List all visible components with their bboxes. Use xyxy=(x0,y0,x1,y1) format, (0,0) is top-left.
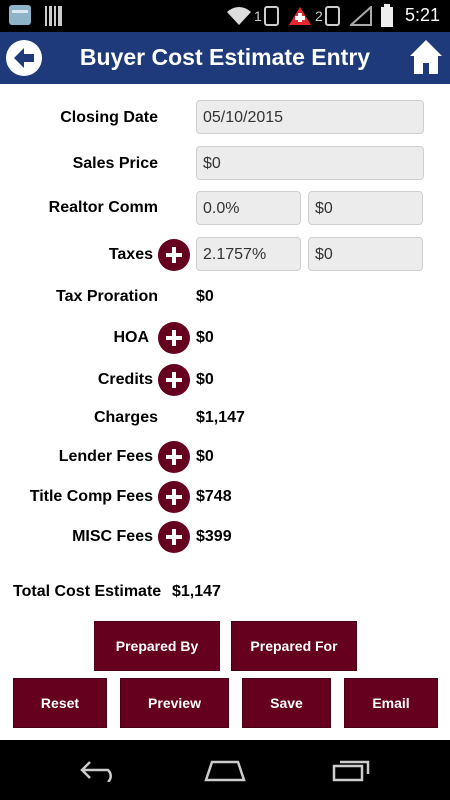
app-bar: Buyer Cost Estimate Entry xyxy=(0,32,450,84)
taxes-percent-field[interactable]: 2.1757% xyxy=(196,237,301,271)
tax-proration-value: $0 xyxy=(196,288,214,305)
misc-fees-label: MISC Fees xyxy=(72,528,153,545)
home-icon xyxy=(410,40,442,74)
hoa-label: HOA xyxy=(113,329,149,346)
hoa-add-button[interactable] xyxy=(158,322,190,354)
gallery-notification-icon xyxy=(9,5,31,25)
recent-apps-icon[interactable] xyxy=(330,758,374,782)
status-bar: 1 2 5:21 xyxy=(0,0,450,32)
sales-price-label: Sales Price xyxy=(72,155,158,172)
sales-price-field[interactable]: $0 xyxy=(196,146,424,180)
credits-add-button[interactable] xyxy=(158,364,190,396)
reset-button[interactable]: Reset xyxy=(13,678,107,728)
credits-label: Credits xyxy=(97,371,153,388)
signal-icon xyxy=(350,6,372,26)
preview-button[interactable]: Preview xyxy=(120,678,229,728)
tax-proration-label: Tax Proration xyxy=(56,288,158,305)
page-title: Buyer Cost Estimate Entry xyxy=(79,44,371,70)
taxes-amount-field[interactable]: $0 xyxy=(308,237,423,271)
home-nav-icon[interactable] xyxy=(200,758,250,782)
closing-date-label: Closing Date xyxy=(60,109,158,126)
back-nav-icon[interactable] xyxy=(78,758,122,782)
total-cost-value: $1,147 xyxy=(172,583,221,600)
prepared-by-button[interactable]: Prepared By xyxy=(94,621,220,671)
wifi-icon xyxy=(227,7,251,25)
hoa-value: $0 xyxy=(196,329,214,346)
barcode-notification-icon xyxy=(45,6,62,26)
total-cost-label: Total Cost Estimate xyxy=(13,583,162,600)
charges-label: Charges xyxy=(93,409,158,426)
prepared-for-button[interactable]: Prepared For xyxy=(231,621,357,671)
title-comp-fees-add-button[interactable] xyxy=(158,481,190,513)
title-comp-fees-value: $748 xyxy=(196,488,232,505)
lender-fees-value: $0 xyxy=(196,448,214,465)
lender-fees-label: Lender Fees xyxy=(58,448,153,465)
battery-icon xyxy=(381,4,393,27)
back-arrow-icon xyxy=(14,48,34,68)
no-sim-icon-2 xyxy=(325,6,340,26)
taxes-add-button[interactable] xyxy=(158,239,190,271)
realtor-comm-amount-field[interactable]: $0 xyxy=(308,191,423,225)
no-sim-icon xyxy=(264,6,279,26)
realtor-comm-percent-field[interactable]: 0.0% xyxy=(196,191,301,225)
navigation-bar xyxy=(0,740,450,800)
charges-value: $1,147 xyxy=(196,409,245,426)
save-button[interactable]: Save xyxy=(242,678,331,728)
sim1-indicator: 1 xyxy=(254,8,262,24)
alert-icon xyxy=(289,7,311,25)
closing-date-field[interactable]: 05/10/2015 xyxy=(196,100,424,134)
home-button[interactable] xyxy=(408,38,444,76)
credits-value: $0 xyxy=(196,371,214,388)
email-button[interactable]: Email xyxy=(344,678,438,728)
misc-fees-value: $399 xyxy=(196,528,232,545)
sim2-indicator: 2 xyxy=(315,8,323,24)
lender-fees-add-button[interactable] xyxy=(158,441,190,473)
back-button[interactable] xyxy=(6,40,42,76)
misc-fees-add-button[interactable] xyxy=(158,521,190,553)
taxes-label: Taxes xyxy=(108,246,153,263)
clock: 5:21 xyxy=(404,5,440,25)
realtor-comm-label: Realtor Comm xyxy=(48,199,158,216)
title-comp-fees-label: Title Comp Fees xyxy=(29,488,153,505)
